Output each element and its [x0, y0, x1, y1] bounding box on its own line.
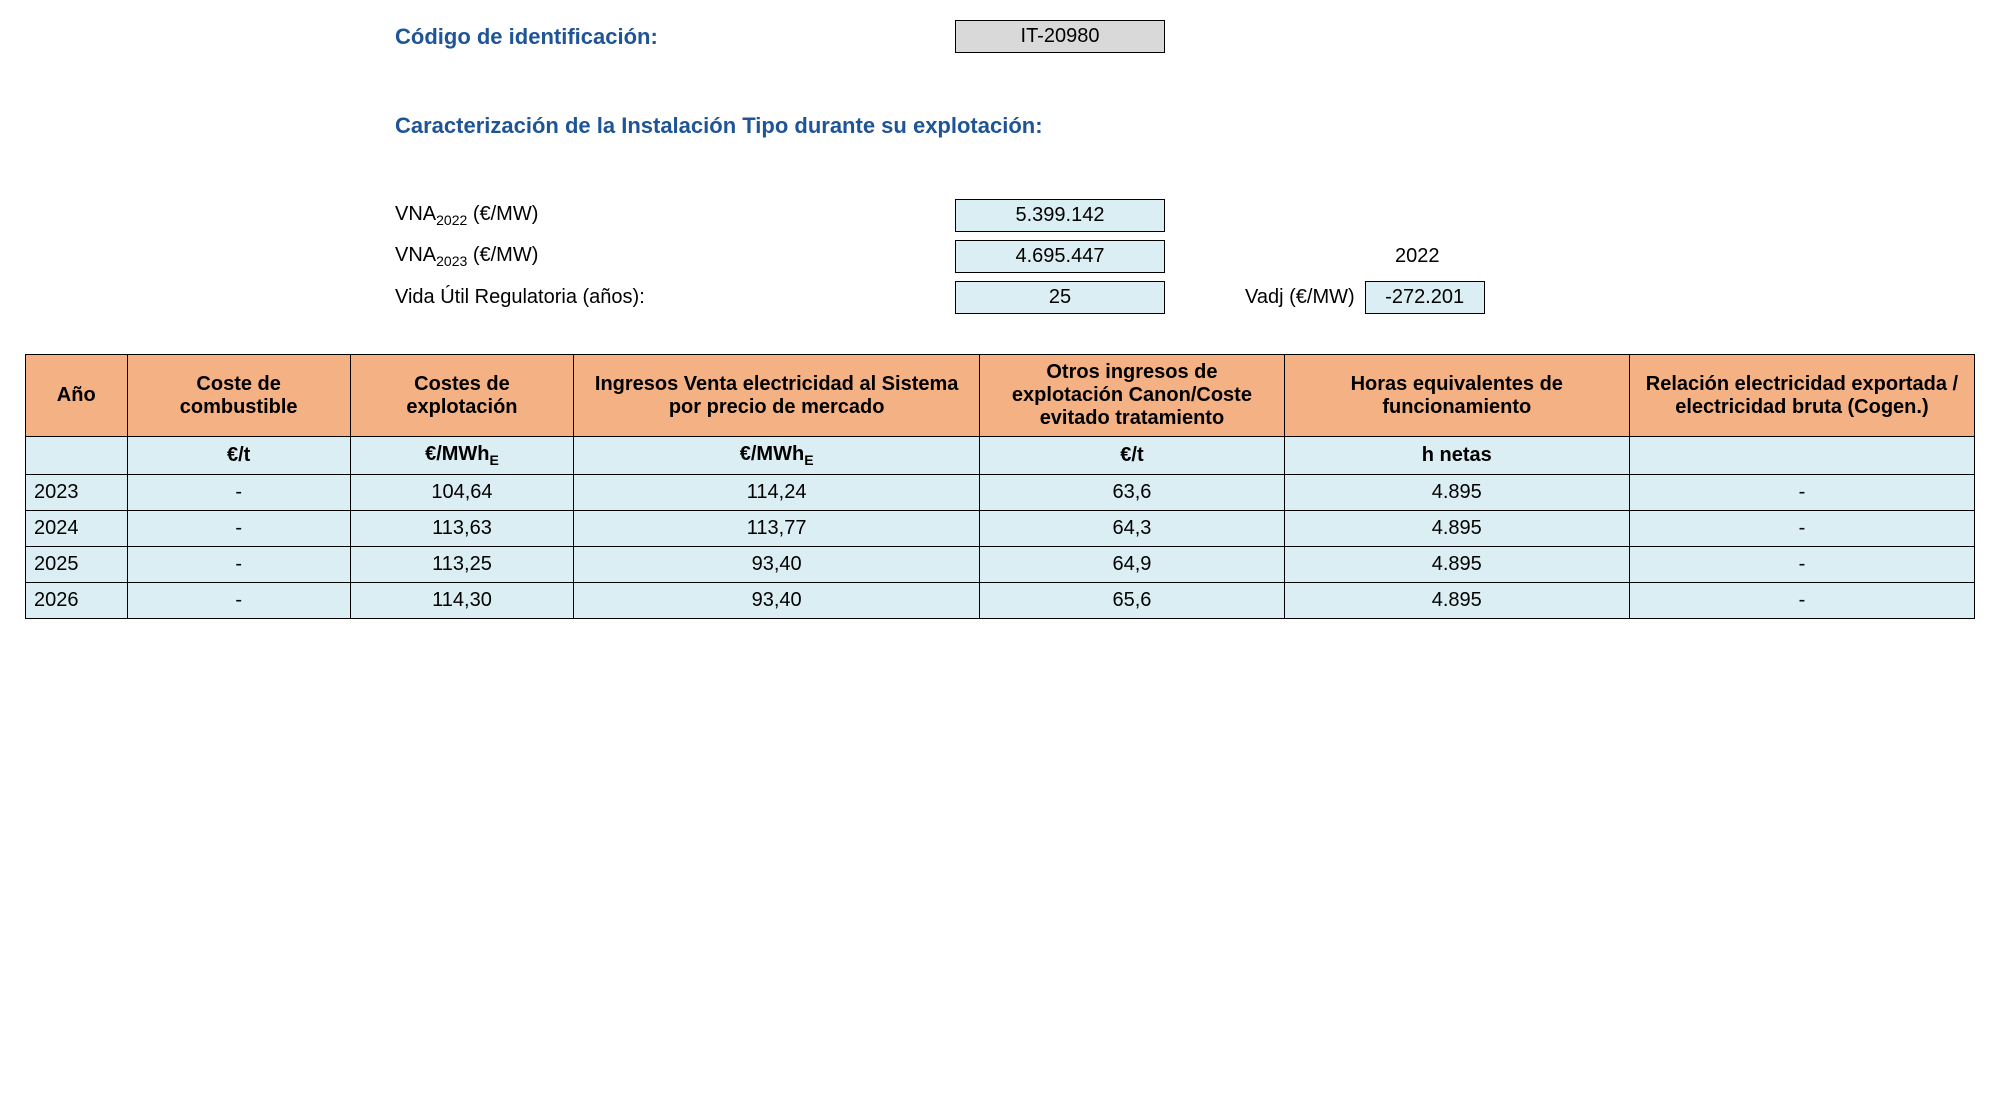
vna2023-label: VNA2023 (€/MW) — [395, 244, 955, 269]
th-coste-comb: Coste de combustible — [127, 355, 350, 437]
vna2022-sub: 2022 — [436, 212, 467, 228]
cell-coste-comb: - — [127, 475, 350, 511]
th-costes-expl: Costes de explotación — [350, 355, 573, 437]
th-otros: Otros ingresos de explotación Canon/Cost… — [980, 355, 1285, 437]
cell-horas: 4.895 — [1284, 475, 1629, 511]
cell-horas: 4.895 — [1284, 583, 1629, 619]
vna2022-row: VNA2022 (€/MW) 5.399.142 — [395, 199, 1975, 232]
data-table: Año Coste de combustible Costes de explo… — [25, 354, 1975, 619]
u-otros: €/t — [980, 437, 1285, 475]
u-horas: h netas — [1284, 437, 1629, 475]
cell-ano: 2026 — [26, 583, 128, 619]
cell-otros: 64,3 — [980, 511, 1285, 547]
vna2023-value: 4.695.447 — [955, 240, 1165, 273]
u-ano — [26, 437, 128, 475]
vna2023-row: VNA2023 (€/MW) 4.695.447 2022 — [395, 240, 1975, 273]
cell-ingresos: 93,40 — [574, 583, 980, 619]
th-horas: Horas equivalentes de funcionamiento — [1284, 355, 1629, 437]
vna2022-label: VNA2022 (€/MW) — [395, 203, 955, 228]
u-costes-expl-sub: E — [490, 452, 499, 468]
th-relacion: Relación electricidad exportada / electr… — [1629, 355, 1974, 437]
vida-row: Vida Útil Regulatoria (años): 25 Vadj (€… — [395, 281, 1975, 314]
cell-otros: 63,6 — [980, 475, 1285, 511]
cell-costes-expl: 104,64 — [350, 475, 573, 511]
vadj-label: Vadj (€/MW) — [1245, 286, 1355, 309]
u-ingresos-prefix: €/MWh — [740, 443, 804, 465]
year-right: 2022 — [1395, 245, 1440, 268]
cell-ano: 2023 — [26, 475, 128, 511]
table-row: 2025-113,2593,4064,94.895- — [26, 547, 1975, 583]
cell-ingresos: 113,77 — [574, 511, 980, 547]
cell-ano: 2024 — [26, 511, 128, 547]
cell-ingresos: 93,40 — [574, 547, 980, 583]
id-value-box: IT-20980 — [955, 20, 1165, 53]
table-units-row: €/t €/MWhE €/MWhE €/t h netas — [26, 437, 1975, 475]
cell-relacion: - — [1629, 583, 1974, 619]
vna2022-prefix: VNA — [395, 203, 436, 225]
vida-label: Vida Útil Regulatoria (años): — [395, 286, 955, 309]
u-coste-comb: €/t — [127, 437, 350, 475]
cell-ingresos: 114,24 — [574, 475, 980, 511]
id-label: Código de identificación: — [395, 24, 955, 50]
cell-otros: 64,9 — [980, 547, 1285, 583]
vna2023-suffix: (€/MW) — [467, 244, 538, 266]
cell-relacion: - — [1629, 475, 1974, 511]
vna2023-sub: 2023 — [436, 253, 467, 269]
header-section: Código de identificación: IT-20980 Carac… — [395, 20, 1975, 314]
u-ingresos-sub: E — [804, 452, 813, 468]
th-ingresos: Ingresos Venta electricidad al Sistema p… — [574, 355, 980, 437]
caracterizacion-heading: Caracterización de la Instalación Tipo d… — [395, 113, 1975, 139]
cell-horas: 4.895 — [1284, 511, 1629, 547]
id-row: Código de identificación: IT-20980 — [395, 20, 1975, 53]
cell-costes-expl: 113,63 — [350, 511, 573, 547]
u-relacion — [1629, 437, 1974, 475]
u-costes-expl: €/MWhE — [350, 437, 573, 475]
cell-relacion: - — [1629, 511, 1974, 547]
cell-coste-comb: - — [127, 583, 350, 619]
vadj-value: -272.201 — [1365, 281, 1485, 314]
vna2022-value: 5.399.142 — [955, 199, 1165, 232]
cell-ano: 2025 — [26, 547, 128, 583]
table-row: 2026-114,3093,4065,64.895- — [26, 583, 1975, 619]
cell-coste-comb: - — [127, 547, 350, 583]
cell-horas: 4.895 — [1284, 547, 1629, 583]
table-row: 2024-113,63113,7764,34.895- — [26, 511, 1975, 547]
vna2023-prefix: VNA — [395, 244, 436, 266]
table-row: 2023-104,64114,2463,64.895- — [26, 475, 1975, 511]
table-header-row: Año Coste de combustible Costes de explo… — [26, 355, 1975, 437]
cell-relacion: - — [1629, 547, 1974, 583]
cell-costes-expl: 114,30 — [350, 583, 573, 619]
u-ingresos: €/MWhE — [574, 437, 980, 475]
th-ano: Año — [26, 355, 128, 437]
vadj-group: Vadj (€/MW) -272.201 — [1245, 281, 1485, 314]
vna2022-suffix: (€/MW) — [467, 203, 538, 225]
vida-value: 25 — [955, 281, 1165, 314]
u-costes-expl-prefix: €/MWh — [425, 443, 489, 465]
cell-otros: 65,6 — [980, 583, 1285, 619]
cell-costes-expl: 113,25 — [350, 547, 573, 583]
cell-coste-comb: - — [127, 511, 350, 547]
